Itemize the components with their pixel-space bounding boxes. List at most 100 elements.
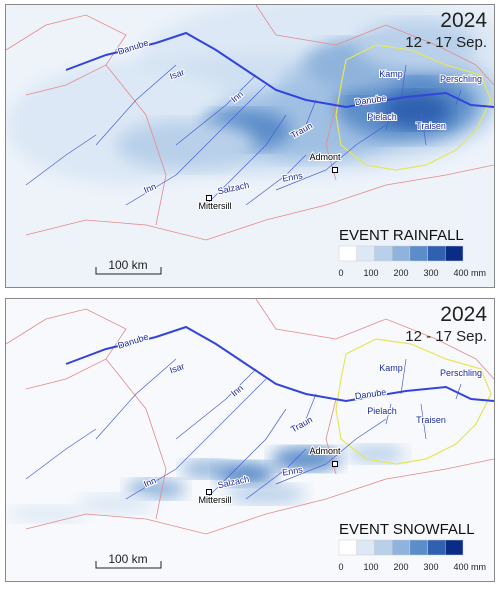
river: [175, 368, 257, 440]
legend-swatch: [356, 245, 375, 262]
town-label: Admont: [309, 152, 341, 162]
river: [455, 383, 462, 400]
border: [105, 64, 167, 226]
border: [255, 299, 494, 380]
precip-area: [126, 479, 186, 499]
scale-label: 100 km: [108, 552, 147, 566]
river-label: Traisen: [416, 415, 446, 425]
legend-tick: 0: [338, 562, 343, 572]
precip-area: [346, 445, 406, 463]
river: [245, 448, 307, 500]
river-label: Enns: [282, 170, 304, 183]
legend-tick: 300: [423, 562, 438, 572]
river: [305, 393, 317, 420]
river-label: Pielach: [367, 112, 397, 122]
precip-area: [76, 494, 156, 514]
border: [255, 5, 494, 86]
legend-unit: mm: [471, 562, 486, 572]
legend-swatch: [374, 539, 393, 556]
year: 2024: [440, 9, 487, 32]
scale-bar: [95, 561, 162, 569]
legend-swatch: [391, 539, 411, 556]
legend-tick: 200: [393, 268, 408, 278]
legend-title: EVENT RAINFALL: [339, 227, 464, 244]
legend-swatch: [356, 539, 375, 556]
snowfall-map: Danube Isar Inn Traun Danube Kamp Perschling Pi…: [5, 298, 495, 582]
scale-bar: [95, 267, 162, 275]
river: [245, 154, 307, 206]
river-label: Kamp: [379, 363, 403, 373]
legend-swatch: [427, 245, 446, 262]
river: [205, 408, 287, 500]
river: [400, 64, 407, 101]
legend-tick: 400: [453, 562, 468, 572]
border: [25, 164, 494, 241]
river: [25, 134, 97, 186]
scale-label: 100 km: [108, 258, 147, 272]
rainfall-map: Danube Isar Inn Traun Danube Kamp Perschling Pi…: [5, 4, 495, 288]
town-marker: [332, 167, 338, 173]
river-label: Enns: [282, 464, 304, 477]
region-outline: [335, 44, 492, 171]
legend-swatch: [409, 539, 428, 556]
precip-area: [381, 92, 451, 128]
dates: 12 - 17 Sep.: [405, 34, 487, 51]
region-outline: [335, 338, 492, 465]
river: [455, 89, 462, 106]
river: [125, 84, 267, 206]
background: [6, 299, 494, 581]
legend-title: EVENT SNOWFALL: [339, 521, 475, 538]
legend-swatch: [445, 539, 464, 556]
legend-tick: 400: [453, 268, 468, 278]
year: 2024: [440, 303, 487, 326]
precip-area: [226, 484, 306, 504]
precip-area: [6, 506, 86, 522]
town-label: Admont: [309, 446, 341, 456]
river: [175, 74, 257, 146]
border: [25, 458, 494, 535]
river: [95, 64, 177, 146]
legend-tick: 100: [363, 268, 378, 278]
river-label: Inn: [142, 475, 157, 489]
legend-swatch: [338, 539, 357, 556]
river: [420, 403, 427, 440]
legend-unit: mm: [471, 268, 486, 278]
river: [25, 428, 97, 480]
legend-swatch: [391, 245, 411, 262]
precip-area: [356, 20, 476, 70]
river: [420, 109, 427, 146]
river: [385, 403, 392, 425]
legend-tick: 100: [363, 562, 378, 572]
river-label: Perschling: [440, 74, 482, 84]
border: [6, 14, 127, 96]
legend-tick: 200: [393, 562, 408, 572]
river: [275, 418, 387, 485]
river-label: Perschling: [440, 368, 482, 378]
legend-swatch: [409, 245, 428, 262]
river: [275, 124, 387, 191]
town-marker: [332, 461, 338, 467]
river: [400, 358, 407, 395]
border: [105, 358, 167, 520]
river: [205, 114, 287, 206]
danube: [65, 325, 494, 403]
river: [305, 99, 317, 126]
river: [125, 378, 267, 500]
river: [95, 358, 177, 440]
river-label: Kamp: [379, 69, 403, 79]
town-label: Mittersill: [199, 201, 232, 211]
legend-tick: 300: [423, 268, 438, 278]
dates: 12 - 17 Sep.: [405, 328, 487, 345]
legend-tick: 0: [338, 268, 343, 278]
river-label: Traisen: [416, 121, 446, 131]
legend-swatch: [374, 245, 393, 262]
danube: [65, 31, 494, 109]
river: [385, 109, 392, 131]
legend-swatch: [445, 245, 464, 262]
border: [6, 308, 127, 390]
river-label: Danube: [354, 93, 387, 107]
town-marker: [206, 195, 212, 201]
